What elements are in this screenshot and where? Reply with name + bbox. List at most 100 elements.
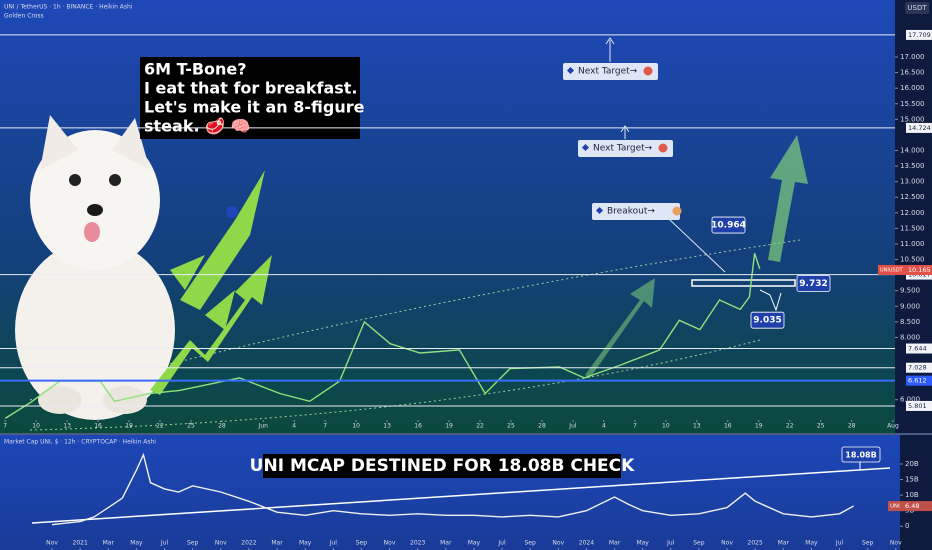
meme-text: I eat that for breakfast. (144, 79, 358, 98)
series-line (51, 452, 854, 526)
annotation-icon (595, 206, 604, 215)
annotation-icon (566, 66, 575, 75)
x-tick-label: Jul (568, 423, 577, 430)
x-tick-label: May (299, 540, 312, 547)
last-value-tag (888, 501, 932, 512)
y-tick-label: 15B (905, 476, 919, 484)
series-name: UNIUSDT (880, 267, 904, 273)
level-label: 7.644 (908, 345, 927, 353)
y-tick-label: 16.000 (900, 84, 925, 92)
x-tick-label: 7 (3, 423, 7, 430)
x-tick-label: Sep (187, 540, 199, 547)
x-tick-label: May (805, 540, 818, 547)
y-tick-label: 10.500 (900, 256, 925, 264)
x-tick-label: 13 (63, 423, 71, 430)
x-tick-label: 13 (383, 423, 391, 430)
x-tick-label: 28 (538, 423, 546, 430)
x-tick-label: 2024 (579, 540, 594, 547)
level-tag (906, 400, 932, 411)
x-tick-label: May (130, 540, 143, 547)
x-tick-label: 28 (218, 423, 226, 430)
y-tick-label: 15.000 (900, 115, 925, 123)
meme-text: steak. 🥩 🧠 (144, 117, 251, 136)
level-label: 14.724 (908, 124, 931, 132)
price-callout (711, 216, 746, 234)
x-tick-label: 19 (755, 423, 763, 430)
x-tick-label: 25 (817, 423, 825, 430)
dog-illustration (15, 115, 175, 420)
price-callout-label: 9.035 (753, 316, 781, 326)
x-tick-label: Aug (887, 423, 899, 430)
y-tick-label: 20B (905, 460, 919, 468)
level-tag (906, 29, 932, 40)
price-axis-panel (895, 0, 932, 434)
level-tag (906, 122, 932, 133)
series-line (4, 253, 761, 419)
level-label: 17.709 (908, 31, 931, 39)
y-tick-label: 8.500 (900, 318, 920, 326)
trend-line (31, 467, 891, 524)
x-tick-label: 2021 (73, 540, 88, 547)
x-tick-label: 25 (187, 423, 195, 430)
x-tick-label: Mar (103, 540, 115, 547)
x-tick-label: Sep (693, 540, 705, 547)
last-value-label: 6.48 (905, 502, 919, 510)
x-tick-label: Mar (609, 540, 621, 547)
x-tick-label: 16 (94, 423, 102, 430)
breakout-arrow (585, 278, 655, 378)
x-tick-label: 22 (786, 423, 794, 430)
x-tick-label: 7 (633, 423, 637, 430)
x-tick-label: 4 (602, 423, 606, 430)
x-tick-label: 19 (125, 423, 133, 430)
x-tick-label: May (468, 540, 481, 547)
meme-text: Let's make it an 8-figure (144, 98, 365, 117)
y-tick-label: 11.500 (900, 224, 925, 232)
level-tag (906, 343, 932, 354)
x-tick-label: Nov (215, 540, 227, 547)
y-tick-label: 8.000 (900, 333, 920, 341)
x-tick-label: 4 (292, 423, 296, 430)
target-arrow (768, 135, 808, 262)
annotation-icon (581, 143, 590, 152)
y-tick-label: 12.500 (900, 193, 925, 201)
x-tick-label: 2023 (410, 540, 425, 547)
unit-label: USDT (907, 4, 927, 12)
x-tick-label: Nov (384, 540, 396, 547)
x-tick-label: Mar (778, 540, 790, 547)
x-tick-label: 25 (507, 423, 515, 430)
x-tick-label: 10 (662, 423, 670, 430)
x-tick-label: 16 (724, 423, 732, 430)
chart-title: Market Cap UNI, $ · 12h · CRYPTOCAP · He… (4, 439, 156, 446)
x-tick-label: May (636, 540, 649, 547)
price-callout-label: 10.964 (711, 221, 746, 231)
x-tick-label: Nov (890, 540, 902, 547)
x-tick-label: 13 (693, 423, 701, 430)
x-tick-label: Jun (258, 423, 269, 430)
mcap-panel (0, 434, 932, 550)
price-callout (796, 275, 831, 292)
annotation-emoji (672, 206, 682, 216)
annotation-pointer (605, 37, 615, 62)
chart-title: UNI / TetherUS · 1h · BINANCE · Heikin A… (4, 4, 133, 11)
x-tick-label: Nov (552, 540, 564, 547)
x-tick-label: Jul (329, 540, 338, 547)
level-tag (906, 375, 932, 386)
x-tick-label: Jul (835, 540, 844, 547)
level-label: 7.028 (908, 364, 927, 372)
indicator-name: Golden Cross (4, 13, 44, 20)
annotation-text: Breakout→ (607, 207, 655, 217)
y-tick-label: 13.000 (900, 178, 925, 186)
y-tick-label: 15.500 (900, 100, 925, 108)
x-tick-label: 22 (476, 423, 484, 430)
annotation-box (563, 63, 658, 80)
annotation-emoji (643, 66, 653, 76)
series-name: UNI (890, 504, 900, 510)
pattern-mark (759, 289, 782, 312)
y-tick-label: 14.000 (900, 146, 925, 154)
last-price-label: 10.165 (908, 266, 931, 274)
breakout-zone (691, 279, 796, 287)
y-tick-label: 9.000 (900, 302, 920, 310)
price-callout-label: 9.732 (799, 279, 827, 289)
x-tick-label: Jul (666, 540, 675, 547)
